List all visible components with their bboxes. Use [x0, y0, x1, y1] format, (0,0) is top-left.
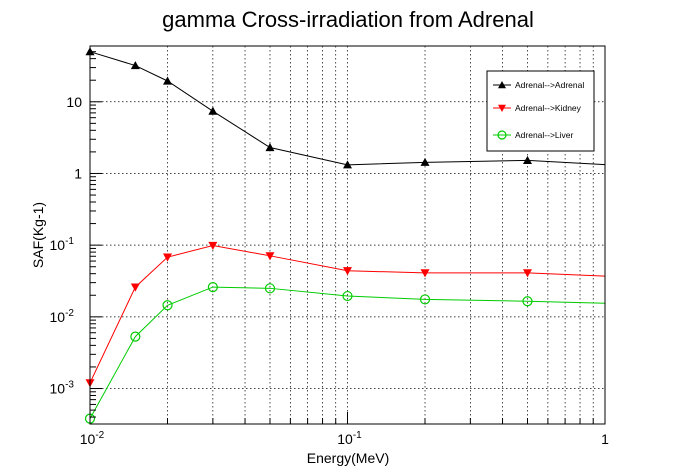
y-tick-label: 10	[66, 94, 82, 110]
data-point	[498, 81, 506, 89]
legend-entry: Adrenal-->Liver	[493, 130, 574, 140]
data-point	[522, 269, 532, 278]
series-group	[84, 281, 606, 424]
y-tick-label: 10-2	[50, 308, 75, 325]
x-tick-label: 10-2	[80, 430, 105, 447]
series-line	[89, 286, 606, 419]
data-point	[208, 241, 218, 250]
y-tick-label: 10-3	[50, 380, 75, 397]
x-tick-label: 1	[601, 431, 609, 447]
data-point	[420, 157, 430, 166]
data-point	[264, 283, 276, 294]
y-axis-label: SAF(Kg-1)	[30, 202, 46, 268]
data-point	[343, 267, 352, 276]
legend: Adrenal-->Adrenal Adrenal-->Kidney Adrenal…	[486, 70, 595, 152]
data-point	[163, 253, 173, 262]
data-point	[130, 61, 140, 70]
legend-label: Adrenal-->Kidney	[515, 103, 582, 113]
series-layer	[84, 47, 606, 424]
data-point	[162, 300, 173, 311]
data-point	[130, 331, 141, 342]
y-tick-label: 10-1	[50, 236, 75, 253]
x-axis-label: Energy(MeV)	[307, 450, 389, 466]
legend-entry: Adrenal-->Kidney	[493, 103, 582, 113]
legend-label: Adrenal-->Adrenal	[515, 80, 584, 90]
data-point	[498, 104, 506, 112]
chart-title: gamma Cross-irradiation from Adrenal	[162, 7, 534, 32]
data-point	[522, 155, 532, 165]
data-point	[420, 269, 430, 278]
data-point	[207, 281, 218, 293]
legend-entry: Adrenal-->Adrenal	[493, 80, 584, 90]
data-point	[419, 294, 431, 305]
x-tick-label: 10-1	[337, 430, 362, 447]
data-point	[497, 130, 507, 140]
y-tick-label: 1	[74, 165, 82, 181]
data-point	[522, 296, 533, 307]
series-group	[85, 47, 606, 169]
legend-box	[486, 70, 595, 152]
data-point	[163, 76, 173, 85]
legend-label: Adrenal-->Liver	[515, 130, 574, 140]
axis-ticks	[89, 45, 606, 424]
data-point	[130, 283, 140, 292]
data-point	[265, 252, 275, 261]
data-point	[208, 106, 218, 115]
tick-labels: 10-2 10-1 1 10-3 10-2 10-1 1 10	[50, 94, 610, 447]
data-point	[343, 160, 352, 169]
data-point	[265, 143, 275, 152]
data-point	[342, 290, 353, 302]
series-group	[85, 241, 606, 388]
